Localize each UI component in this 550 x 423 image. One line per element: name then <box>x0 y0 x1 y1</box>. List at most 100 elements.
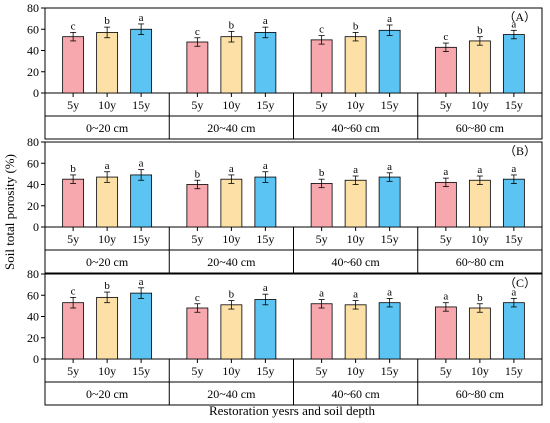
significance-letter: a <box>387 286 392 298</box>
significance-letter: a <box>511 18 516 30</box>
y-tick-label: 80 <box>27 135 39 149</box>
significance-letter: c <box>195 292 200 304</box>
x-tick-label: 15y <box>132 364 150 378</box>
significance-letter: b <box>195 168 201 180</box>
group-label: 0~20 cm <box>86 121 129 135</box>
x-tick-label: 15y <box>505 232 523 246</box>
significance-letter: a <box>511 286 516 298</box>
y-tick-label: 60 <box>27 22 39 36</box>
bar-15y <box>254 176 277 228</box>
bar-15y <box>254 32 277 94</box>
bar-5y <box>434 306 457 360</box>
bar-10y <box>220 36 243 94</box>
y-tick-label: 40 <box>27 178 39 192</box>
x-tick-label: 5y <box>316 364 328 378</box>
bar-5y <box>434 46 457 94</box>
significance-letter: b <box>353 20 359 32</box>
y-tick-label: 20 <box>27 199 39 213</box>
x-tick-label: 10y <box>98 364 116 378</box>
bar-5y <box>186 307 209 360</box>
significance-letter: a <box>443 291 448 303</box>
y-tick-label: 60 <box>27 288 39 302</box>
significance-letter: a <box>387 161 392 173</box>
bar-15y <box>378 29 401 94</box>
x-tick-label: 10y <box>98 98 116 112</box>
bar-10y <box>468 40 491 94</box>
significance-letter: b <box>229 19 235 31</box>
bar-10y <box>344 304 367 360</box>
bar-15y <box>130 174 153 228</box>
bar-5y <box>310 303 333 360</box>
y-tick-label: 20 <box>27 331 39 345</box>
significance-letter: a <box>229 163 234 175</box>
bar-10y <box>96 32 119 94</box>
bar-10y <box>344 179 367 228</box>
significance-letter: c <box>71 285 76 297</box>
bar-5y <box>186 184 209 228</box>
x-tick-label: 10y <box>471 364 489 378</box>
significance-letter: b <box>477 292 483 304</box>
group-label: 20~40 cm <box>207 121 256 135</box>
x-tick-label: 5y <box>440 98 452 112</box>
significance-letter: a <box>387 13 392 25</box>
y-tick-label: 80 <box>27 1 39 15</box>
x-tick-label: 5y <box>67 364 79 378</box>
bar-15y <box>378 176 401 228</box>
group-label: 60~80 cm <box>456 255 505 269</box>
significance-letter: b <box>319 167 325 179</box>
significance-letter: a <box>511 163 516 175</box>
significance-letter: a <box>353 164 358 176</box>
x-tick-label: 15y <box>256 98 274 112</box>
x-tick-label: 10y <box>347 98 365 112</box>
x-tick-label: 15y <box>505 364 523 378</box>
y-tick-label: 0 <box>33 220 39 234</box>
x-tick-label: 5y <box>67 232 79 246</box>
panel-label: （A） <box>503 10 536 24</box>
x-tick-label: 15y <box>381 232 399 246</box>
y-tick-label: 0 <box>33 352 39 366</box>
bar-15y <box>130 28 153 94</box>
x-tick-label: 10y <box>98 232 116 246</box>
bar-5y <box>62 302 85 360</box>
x-tick-label: 5y <box>191 232 203 246</box>
x-tick-label: 15y <box>132 232 150 246</box>
bar-10y <box>344 36 367 94</box>
x-tick-label: 10y <box>222 232 240 246</box>
bar-10y <box>468 307 491 360</box>
y-tick-label: 80 <box>27 267 39 281</box>
panel-label: （B） <box>504 144 536 158</box>
x-tick-label: 5y <box>191 98 203 112</box>
x-tick-label: 5y <box>191 364 203 378</box>
group-label: 60~80 cm <box>456 387 505 401</box>
significance-letter: b <box>104 15 110 27</box>
group-label: 40~60 cm <box>332 121 381 135</box>
significance-letter: a <box>139 12 144 24</box>
significance-letter: a <box>319 288 324 300</box>
group-label: 20~40 cm <box>207 387 256 401</box>
bar-10y <box>468 179 491 228</box>
bar-15y <box>502 178 525 228</box>
x-tick-label: 15y <box>505 98 523 112</box>
bar-5y <box>434 181 457 228</box>
x-tick-label: 10y <box>347 232 365 246</box>
bar-5y <box>310 183 333 228</box>
x-tick-label: 5y <box>440 364 452 378</box>
group-label: 0~20 cm <box>86 387 129 401</box>
significance-letter: b <box>477 25 483 37</box>
x-tick-label: 10y <box>471 98 489 112</box>
bar-5y <box>186 41 209 94</box>
x-tick-label: 15y <box>256 232 274 246</box>
x-tick-label: 5y <box>440 232 452 246</box>
bar-5y <box>62 36 85 94</box>
y-tick-label: 40 <box>27 44 39 58</box>
bar-10y <box>96 176 119 228</box>
group-label: 20~40 cm <box>207 255 256 269</box>
x-tick-label: 5y <box>316 98 328 112</box>
y-tick-label: 40 <box>27 310 39 324</box>
y-tick-label: 20 <box>27 65 39 79</box>
x-tick-label: 15y <box>381 98 399 112</box>
